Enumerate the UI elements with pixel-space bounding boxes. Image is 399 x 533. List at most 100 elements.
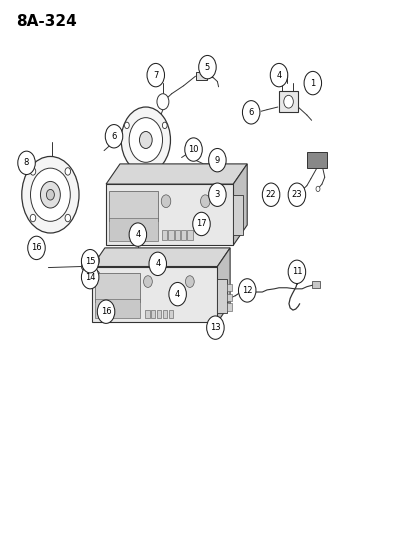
Circle shape xyxy=(213,189,221,200)
Bar xyxy=(162,230,167,240)
Circle shape xyxy=(100,313,104,319)
Text: 6: 6 xyxy=(249,108,254,117)
Polygon shape xyxy=(217,248,230,322)
Bar xyxy=(151,310,156,318)
Text: 11: 11 xyxy=(292,268,302,276)
Bar xyxy=(227,284,232,292)
Bar xyxy=(181,230,186,240)
Circle shape xyxy=(40,181,60,208)
Circle shape xyxy=(207,316,224,340)
Circle shape xyxy=(81,265,99,289)
Text: 8A-324: 8A-324 xyxy=(17,14,77,29)
Bar xyxy=(217,279,227,313)
Circle shape xyxy=(149,252,166,276)
Circle shape xyxy=(46,189,54,200)
Circle shape xyxy=(296,191,300,197)
Circle shape xyxy=(154,257,162,268)
Bar xyxy=(95,298,140,318)
Text: 15: 15 xyxy=(85,257,95,265)
Text: 4: 4 xyxy=(277,70,282,79)
Circle shape xyxy=(92,271,100,281)
Bar xyxy=(196,72,207,80)
Bar xyxy=(109,191,158,221)
Bar xyxy=(279,91,298,112)
Circle shape xyxy=(129,223,146,246)
Bar xyxy=(145,310,150,318)
Text: 17: 17 xyxy=(196,220,207,229)
Circle shape xyxy=(65,214,71,222)
Circle shape xyxy=(134,228,142,239)
Circle shape xyxy=(201,195,210,207)
Bar xyxy=(106,184,233,245)
Circle shape xyxy=(28,236,45,260)
Text: 1: 1 xyxy=(310,78,316,87)
Circle shape xyxy=(89,253,99,267)
Text: 4: 4 xyxy=(155,260,160,268)
Bar xyxy=(233,195,243,235)
Text: 5: 5 xyxy=(205,63,210,71)
Circle shape xyxy=(162,122,167,128)
Circle shape xyxy=(209,149,226,172)
Bar xyxy=(188,230,193,240)
Circle shape xyxy=(304,71,322,95)
Bar xyxy=(169,310,174,318)
Circle shape xyxy=(30,168,36,175)
Text: 12: 12 xyxy=(242,286,253,295)
Text: 16: 16 xyxy=(31,244,42,253)
Circle shape xyxy=(262,183,280,206)
Text: 9: 9 xyxy=(215,156,220,165)
Text: 8: 8 xyxy=(24,158,29,167)
Circle shape xyxy=(121,107,170,173)
Bar xyxy=(109,218,158,241)
Bar xyxy=(227,303,232,311)
Text: 14: 14 xyxy=(85,273,95,281)
Circle shape xyxy=(174,288,182,298)
Circle shape xyxy=(140,132,152,149)
Text: 10: 10 xyxy=(188,145,199,154)
Circle shape xyxy=(209,183,226,206)
Text: 7: 7 xyxy=(153,70,158,79)
Text: 6: 6 xyxy=(111,132,117,141)
Text: 4: 4 xyxy=(175,289,180,298)
Text: 16: 16 xyxy=(101,307,111,316)
Circle shape xyxy=(97,300,115,324)
Circle shape xyxy=(144,276,152,287)
Circle shape xyxy=(243,101,260,124)
Circle shape xyxy=(288,183,306,206)
Circle shape xyxy=(225,296,230,303)
Circle shape xyxy=(284,95,293,108)
Text: 22: 22 xyxy=(266,190,277,199)
Circle shape xyxy=(169,282,186,306)
Circle shape xyxy=(65,168,71,175)
Circle shape xyxy=(30,168,70,221)
Circle shape xyxy=(22,157,79,233)
Polygon shape xyxy=(92,248,230,266)
Bar xyxy=(163,310,168,318)
Circle shape xyxy=(157,94,169,110)
Polygon shape xyxy=(233,164,247,245)
Circle shape xyxy=(270,63,288,87)
Circle shape xyxy=(316,186,320,191)
Bar xyxy=(157,310,162,318)
Circle shape xyxy=(199,55,216,79)
Bar xyxy=(307,152,327,168)
Text: 13: 13 xyxy=(210,323,221,332)
Bar xyxy=(92,266,217,322)
Circle shape xyxy=(288,260,306,284)
Circle shape xyxy=(81,263,87,270)
Circle shape xyxy=(30,214,36,222)
Bar xyxy=(312,281,320,288)
Circle shape xyxy=(124,122,129,128)
Circle shape xyxy=(129,118,162,163)
Circle shape xyxy=(105,308,111,316)
Circle shape xyxy=(186,276,194,287)
Text: 4: 4 xyxy=(135,230,140,239)
Circle shape xyxy=(161,195,171,207)
Circle shape xyxy=(185,138,202,161)
Circle shape xyxy=(193,212,210,236)
Text: 23: 23 xyxy=(292,190,302,199)
Bar xyxy=(168,230,174,240)
Circle shape xyxy=(81,249,99,273)
Polygon shape xyxy=(106,164,247,184)
Circle shape xyxy=(143,166,148,172)
